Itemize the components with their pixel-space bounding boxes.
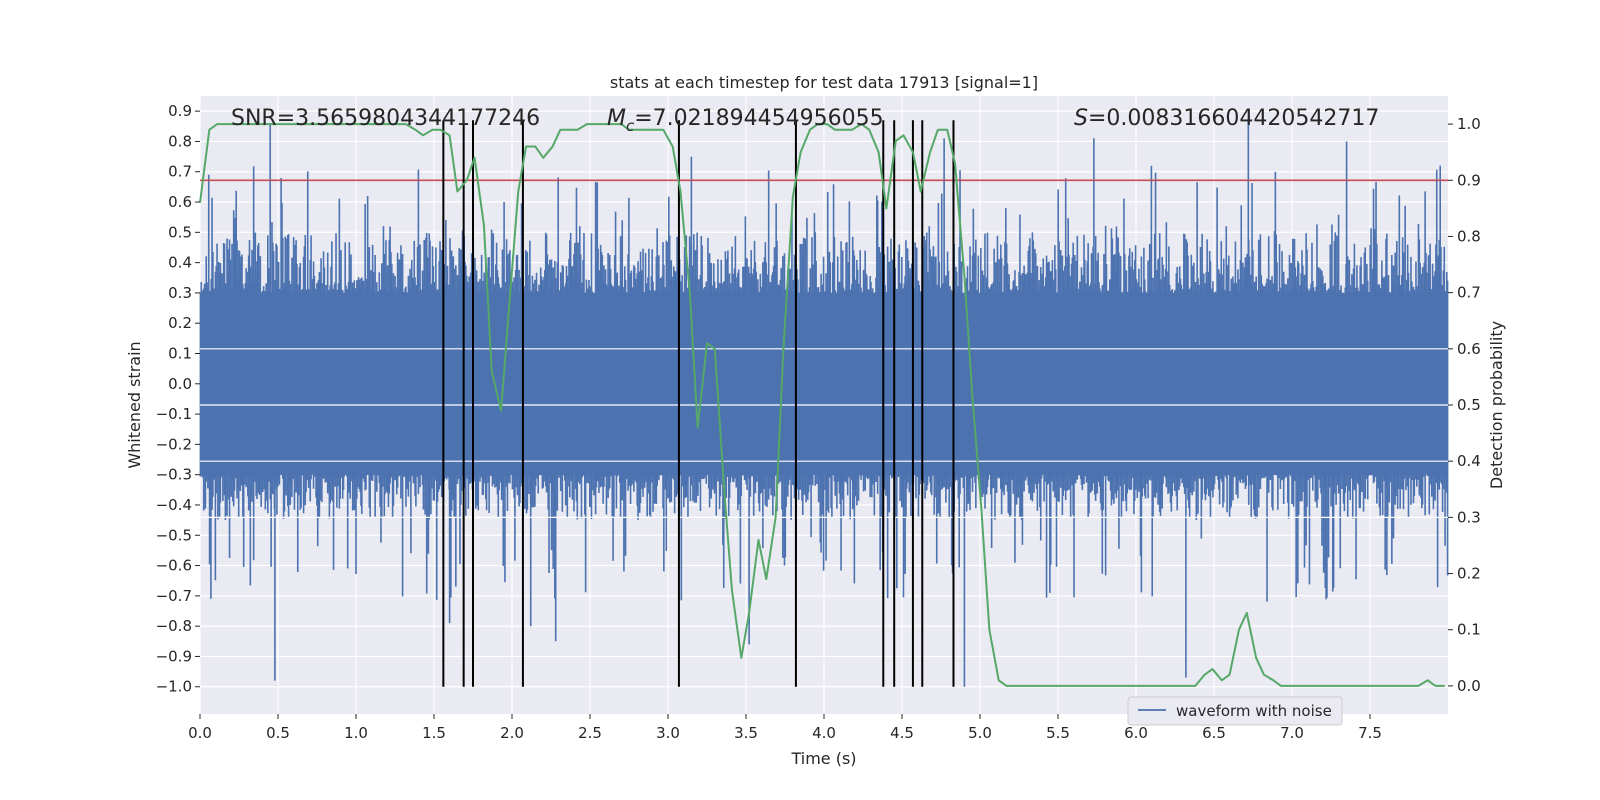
y-tick-label: 0.4 bbox=[168, 254, 192, 272]
y-tick-label: −0.5 bbox=[156, 526, 192, 544]
chirp-mass-annotation: Mc=7.021894454956055 bbox=[607, 106, 884, 135]
s-symbol: S bbox=[1074, 106, 1088, 131]
x-axis-label: Time (s) bbox=[790, 749, 856, 768]
s-annotation: S=0.008316604420542717 bbox=[1074, 106, 1379, 131]
y2-tick-label: 0.9 bbox=[1457, 171, 1481, 189]
y-tick-label: 0.1 bbox=[168, 345, 192, 363]
axes: 0.0 0.5 1.0 1.5 2.0 2.5 3.0 3.5 4.0 4.5 5.0 5.5 6.0 6… bbox=[156, 102, 1481, 742]
y2-axis-label: Detection probability bbox=[1487, 321, 1506, 489]
y-tick-label: 0.7 bbox=[168, 163, 192, 181]
x-tick-label: 2.0 bbox=[500, 724, 524, 742]
x-tick-label: 5.5 bbox=[1046, 724, 1070, 742]
y-tick-label: −0.2 bbox=[156, 435, 192, 453]
x-tick-label: 6.0 bbox=[1124, 724, 1148, 742]
y-tick-label: −0.7 bbox=[156, 587, 192, 605]
chirp-mass-value: =7.021894454956055 bbox=[634, 106, 883, 131]
y-tick-label: 0.0 bbox=[168, 375, 192, 393]
x-tick-label: 1.0 bbox=[344, 724, 368, 742]
y2-tick-label: 1.0 bbox=[1457, 115, 1481, 133]
x-tick-label: 0.0 bbox=[188, 724, 212, 742]
y-axis-label: Whitened strain bbox=[125, 341, 144, 468]
x-tick-label: 2.5 bbox=[578, 724, 602, 742]
y2-tick-label: 0.4 bbox=[1457, 452, 1481, 470]
y-tick-label: −0.3 bbox=[156, 466, 192, 484]
y2-tick-label: 0.3 bbox=[1457, 508, 1481, 526]
legend: waveform with noise bbox=[1127, 696, 1343, 726]
legend-box bbox=[1127, 696, 1343, 726]
y-tick-label: −0.1 bbox=[156, 405, 192, 423]
x-tick-label: 6.5 bbox=[1202, 724, 1226, 742]
y2-tick-label: 0.2 bbox=[1457, 565, 1481, 583]
y-tick-label: −0.9 bbox=[156, 647, 192, 665]
s-value: =0.008316604420542717 bbox=[1088, 106, 1379, 131]
x-tick-label: 1.5 bbox=[422, 724, 446, 742]
y2-tick-label: 0.8 bbox=[1457, 227, 1481, 245]
detection-probability-line bbox=[199, 123, 1445, 687]
x-tick-label: 3.0 bbox=[656, 724, 680, 742]
y-tick-label: 0.8 bbox=[168, 132, 192, 150]
y-tick-label: 0.3 bbox=[168, 284, 192, 302]
y-tick-label: −0.6 bbox=[156, 557, 192, 575]
legend-label: waveform with noise bbox=[1176, 702, 1332, 720]
y2-tick-label: 0.7 bbox=[1457, 284, 1481, 302]
waveform-core bbox=[200, 292, 1448, 475]
chart-title: stats at each timestep for test data 179… bbox=[610, 73, 1038, 92]
detection-probability-series bbox=[199, 123, 1445, 687]
event-vertical-lines bbox=[442, 120, 955, 687]
chirp-mass-subscript: c bbox=[626, 117, 635, 135]
x-tick-label: 7.0 bbox=[1280, 724, 1304, 742]
x-tick-label: 3.5 bbox=[734, 724, 758, 742]
y-tick-label: −0.4 bbox=[156, 496, 192, 514]
y-tick-label: −0.8 bbox=[156, 617, 192, 635]
x-tick-label: 4.0 bbox=[812, 724, 836, 742]
y-tick-label: 0.5 bbox=[168, 223, 192, 241]
y2-tick-label: 0.1 bbox=[1457, 621, 1481, 639]
y2-tick-label: 0.5 bbox=[1457, 396, 1481, 414]
y2-tick-label: 0.0 bbox=[1457, 677, 1481, 695]
y-tick-label: 0.6 bbox=[168, 193, 192, 211]
y-tick-label: 0.2 bbox=[168, 314, 192, 332]
y2-tick-label: 0.6 bbox=[1457, 340, 1481, 358]
snr-annotation: SNR=3.5659804344177246 bbox=[231, 106, 540, 131]
y-tick-label: −1.0 bbox=[156, 678, 192, 696]
x-tick-label: 7.5 bbox=[1358, 724, 1382, 742]
x-tick-label: 5.0 bbox=[968, 724, 992, 742]
y-tick-label: 0.9 bbox=[168, 102, 192, 120]
waveform-with-noise-series bbox=[199, 120, 1449, 687]
chirp-mass-symbol: M bbox=[607, 106, 626, 131]
x-tick-label: 0.5 bbox=[266, 724, 290, 742]
x-tick-label: 4.5 bbox=[890, 724, 914, 742]
